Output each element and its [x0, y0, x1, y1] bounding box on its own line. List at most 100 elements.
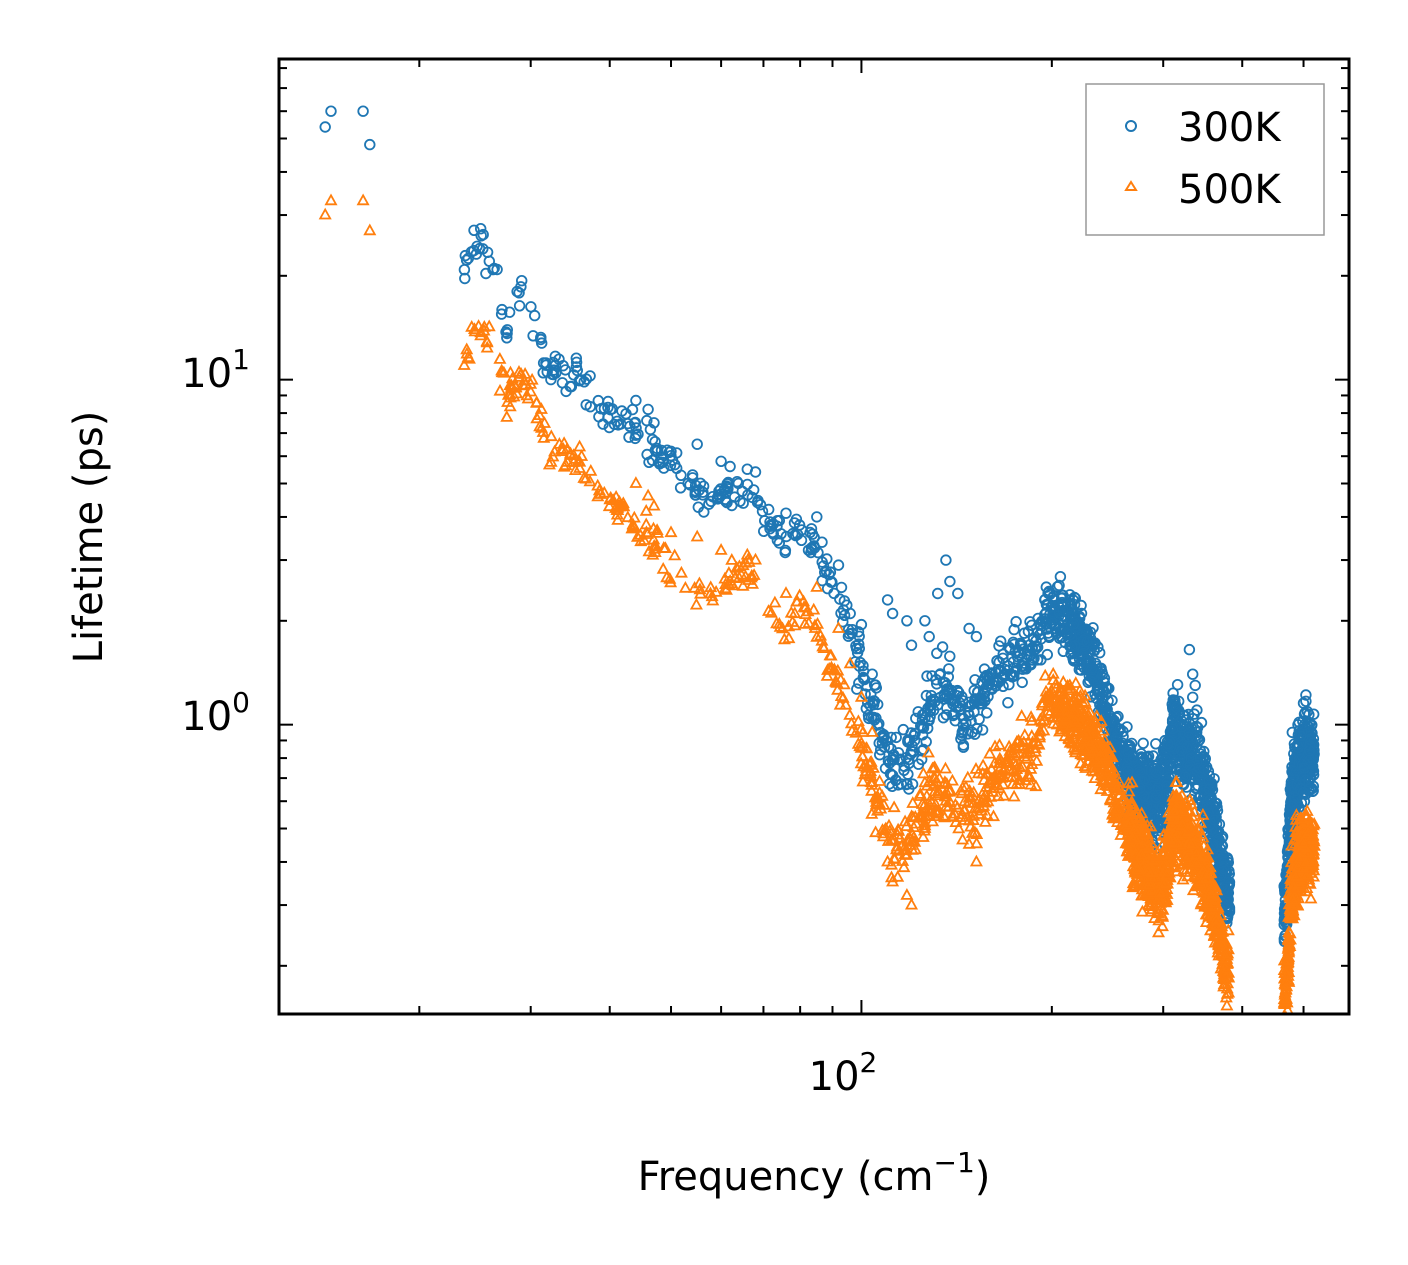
- data-point-500k: [906, 833, 920, 846]
- data-point-500k: [1123, 815, 1137, 828]
- data-point-500k: [1155, 919, 1169, 932]
- data-point-300k: [931, 678, 943, 690]
- data-point-300k: [874, 749, 886, 761]
- data-point-500k: [1144, 899, 1158, 911]
- data-point-500k: [977, 773, 991, 785]
- data-point-300k: [1010, 616, 1022, 628]
- data-point-500k: [1181, 869, 1195, 882]
- data-point-500k: [898, 814, 912, 827]
- data-point-300k: [963, 709, 975, 722]
- data-point-500k: [1067, 704, 1081, 717]
- data-point-300k: [1297, 786, 1310, 799]
- data-point-300k: [981, 707, 993, 719]
- data-point-500k: [931, 806, 945, 819]
- data-point-500k: [480, 334, 494, 347]
- data-point-500k: [1280, 1021, 1290, 1030]
- data-point-500k: [1070, 689, 1084, 702]
- data-point-300k: [920, 736, 932, 748]
- data-point-300k: [1081, 635, 1093, 648]
- data-point-300k: [477, 228, 489, 241]
- data-point-300k: [459, 249, 472, 262]
- data-point-300k: [949, 715, 962, 727]
- data-point-500k: [1122, 784, 1136, 797]
- data-point-500k: [956, 832, 970, 845]
- data-point-500k: [555, 444, 569, 457]
- data-point-500k: [884, 857, 899, 870]
- data-point-500k: [887, 800, 901, 813]
- data-point-500k: [602, 499, 616, 512]
- data-point-500k: [1015, 759, 1029, 772]
- data-point-500k: [882, 818, 896, 831]
- data-point-500k: [1281, 953, 1295, 966]
- data-point-500k: [1065, 727, 1079, 740]
- data-point-300k: [1021, 649, 1034, 661]
- data-point-500k: [1292, 876, 1306, 889]
- data-point-500k: [905, 827, 920, 840]
- data-point-500k: [1141, 885, 1155, 898]
- data-point-300k: [887, 769, 899, 782]
- data-point-500k: [1032, 724, 1047, 737]
- data-point-300k: [1096, 668, 1109, 681]
- data-point-300k: [944, 575, 956, 588]
- data-point-300k: [1022, 625, 1035, 638]
- data-point-500k: [1068, 725, 1082, 738]
- data-point-500k: [1163, 829, 1177, 842]
- data-point-300k: [927, 693, 939, 706]
- data-point-300k: [1212, 846, 1225, 859]
- y-tick-label: 101: [181, 343, 250, 397]
- data-point-300k: [1040, 598, 1053, 611]
- data-point-500k: [621, 510, 635, 523]
- data-point-500k: [507, 389, 521, 402]
- data-point-300k: [973, 713, 985, 726]
- data-point-500k: [1024, 777, 1038, 790]
- data-point-300k: [858, 673, 871, 686]
- data-point-300k: [1073, 658, 1086, 671]
- data-point-300k: [629, 416, 642, 429]
- data-point-500k: [612, 494, 626, 507]
- data-point-500k: [943, 784, 957, 797]
- data-point-300k: [1298, 719, 1311, 731]
- data-point-500k: [855, 749, 870, 762]
- data-point-300k: [570, 361, 583, 373]
- data-point-500k: [573, 461, 587, 473]
- data-point-300k: [837, 616, 849, 628]
- data-point-300k: [916, 709, 929, 721]
- data-point-500k: [1175, 818, 1189, 831]
- data-point-300k: [648, 417, 660, 429]
- data-point-500k: [575, 449, 589, 461]
- data-point-500k: [991, 789, 1005, 802]
- data-point-500k: [641, 488, 655, 501]
- data-point-300k: [646, 433, 659, 446]
- data-point-500k: [1127, 822, 1142, 835]
- data-point-300k: [1064, 598, 1077, 611]
- data-point-500k: [1038, 668, 1052, 681]
- data-point-500k: [1287, 881, 1301, 893]
- data-point-300k: [937, 712, 950, 724]
- data-point-300k: [620, 408, 632, 420]
- data-point-500k: [740, 547, 754, 560]
- data-point-500k: [1001, 755, 1015, 768]
- data-point-500k: [1056, 675, 1070, 687]
- data-point-500k: [1059, 711, 1073, 723]
- data-point-300k: [909, 727, 921, 740]
- data-point-500k: [772, 616, 786, 629]
- data-point-500k: [997, 769, 1011, 782]
- data-point-300k: [819, 566, 831, 579]
- data-point-500k: [1135, 813, 1149, 826]
- data-point-500k: [611, 501, 625, 513]
- data-point-500k: [955, 807, 969, 820]
- data-point-500k: [1134, 847, 1148, 860]
- data-point-500k: [779, 586, 793, 598]
- data-point-500k: [1210, 883, 1224, 896]
- data-point-500k: [920, 788, 934, 801]
- data-point-500k: [1201, 895, 1215, 908]
- data-point-300k: [980, 681, 993, 693]
- data-point-300k: [976, 724, 989, 736]
- data-point-500k: [497, 365, 511, 378]
- data-point-300k: [963, 701, 975, 713]
- data-point-500k: [839, 697, 853, 710]
- data-point-500k: [1078, 759, 1092, 771]
- data-point-500k: [544, 429, 558, 442]
- data-point-500k: [1142, 841, 1157, 854]
